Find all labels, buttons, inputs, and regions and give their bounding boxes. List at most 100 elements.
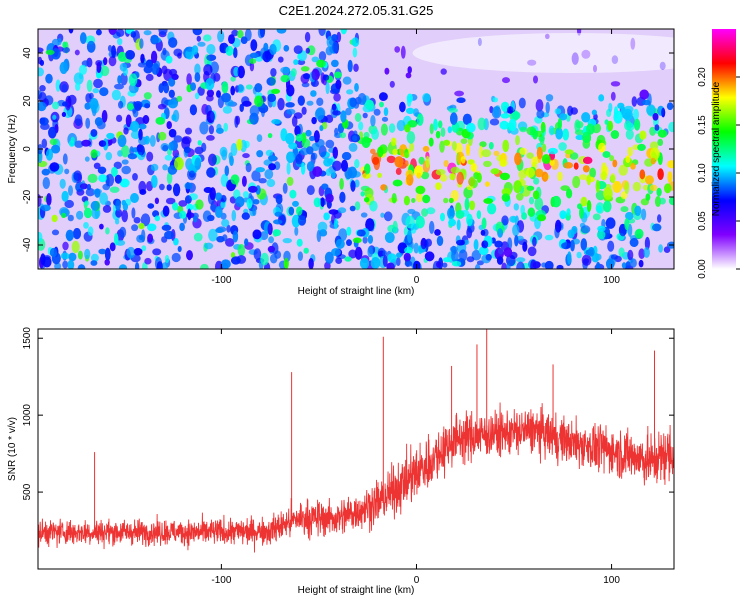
heatmap-cell — [537, 214, 546, 222]
heatmap-cell — [388, 123, 396, 133]
heatmap-cell — [268, 236, 274, 244]
heatmap-cell — [371, 128, 379, 140]
heatmap-cell — [293, 112, 303, 119]
heatmap-cell — [596, 205, 602, 213]
heatmap-cell — [151, 63, 160, 75]
heatmap-cell — [624, 120, 632, 131]
heatmap-cell — [532, 129, 538, 140]
heatmap-cell — [392, 148, 398, 156]
heatmap-cell — [185, 195, 192, 204]
heatmap-cell — [62, 241, 69, 251]
heatmap-cell — [203, 64, 213, 76]
heatmap-cell — [383, 211, 393, 222]
heatmap-cell — [167, 99, 178, 109]
heatmap-cell — [75, 82, 81, 91]
heatmap-cell — [40, 204, 51, 212]
heatmap-cell — [121, 145, 130, 158]
heatmap-cell — [222, 106, 232, 114]
heatmap-cell — [225, 45, 234, 56]
heatmap-cell — [386, 155, 396, 164]
heatmap-cell — [74, 49, 80, 56]
heatmap-cell — [204, 242, 214, 250]
heatmap-cell — [121, 159, 129, 165]
heatmap-cell — [271, 88, 280, 94]
heatmap-cell — [476, 172, 482, 183]
heatmap-cell — [318, 51, 327, 62]
heatmap-cell — [656, 187, 662, 197]
x-tick-label: -100 — [211, 575, 231, 586]
heatmap-cell — [90, 253, 99, 262]
heatmap-cell — [282, 238, 292, 244]
heatmap-cell — [407, 120, 418, 128]
heatmap-cell — [87, 226, 94, 236]
heatmap-cell — [197, 41, 206, 47]
heatmap-cell — [65, 229, 74, 241]
heatmap-cell — [305, 129, 312, 137]
heatmap-cell — [80, 32, 87, 44]
heatmap-cell — [208, 153, 217, 166]
heatmap-cell — [563, 162, 573, 169]
heatmap-cell — [414, 165, 424, 177]
heatmap-cell — [62, 153, 68, 165]
heatmap-cell — [111, 45, 116, 58]
heatmap-cell — [450, 166, 460, 174]
heatmap-cell — [38, 47, 44, 53]
colorbar-tick-label: 0.20 — [697, 67, 708, 87]
heatmap-cell — [657, 138, 664, 146]
heatmap-cell — [404, 152, 410, 159]
heatmap-cell — [668, 196, 674, 206]
heatmap-cell — [230, 143, 238, 156]
heatmap-cell — [663, 246, 671, 253]
heatmap-cell — [541, 154, 551, 164]
heatmap-cell — [173, 183, 181, 197]
heatmap-cell — [109, 242, 116, 252]
heatmap-cell — [138, 223, 145, 230]
heatmap-cell — [339, 191, 346, 203]
heatmap-cell — [443, 197, 449, 204]
heatmap-cell — [297, 53, 302, 60]
heatmap-cell — [592, 213, 601, 221]
heatmap-cell — [483, 198, 494, 204]
heatmap-cell — [588, 247, 595, 257]
heatmap-cell — [573, 162, 579, 170]
heatmap-cell — [429, 220, 435, 234]
heatmap-cell — [81, 139, 91, 147]
heatmap-cell — [67, 214, 74, 222]
heatmap-cell — [311, 68, 320, 81]
heatmap-cell — [179, 210, 187, 219]
heatmap-cell — [535, 99, 544, 112]
heatmap-cell — [496, 256, 504, 265]
heatmap-cell — [172, 202, 179, 211]
heatmap-cell — [625, 155, 631, 163]
heatmap-cell — [514, 234, 519, 247]
spectrogram-x-label: Height of straight line (km) — [298, 286, 415, 297]
heatmap-cell — [416, 172, 422, 179]
heatmap-cell — [645, 175, 654, 185]
heatmap-cell — [184, 182, 193, 190]
heatmap-cell — [564, 149, 574, 155]
heatmap-cell — [256, 134, 263, 143]
heatmap-cell — [348, 142, 358, 152]
heatmap-cell — [208, 228, 218, 242]
heatmap-cell — [501, 193, 511, 202]
heatmap-cell — [172, 149, 180, 158]
heatmap-cell — [320, 72, 325, 84]
heatmap-cell — [451, 249, 459, 263]
heatmap-cell — [448, 197, 454, 204]
heatmap-cell — [190, 82, 196, 91]
heatmap-cell — [460, 156, 466, 164]
heatmap-cell — [499, 120, 509, 130]
heatmap-cell — [364, 163, 371, 175]
heatmap-cell — [323, 212, 330, 221]
heatmap-cell — [350, 133, 361, 143]
heatmap-cell — [283, 257, 289, 269]
heatmap-cell — [203, 34, 212, 42]
heatmap-cell — [624, 181, 630, 194]
heatmap-cell — [49, 138, 58, 146]
heatmap-cell — [435, 182, 442, 190]
heatmap-cell — [280, 74, 290, 83]
heatmap-cell — [317, 221, 328, 233]
heatmap-cell — [572, 175, 581, 189]
heatmap-cell — [51, 214, 58, 223]
heatmap-cell — [221, 92, 232, 103]
